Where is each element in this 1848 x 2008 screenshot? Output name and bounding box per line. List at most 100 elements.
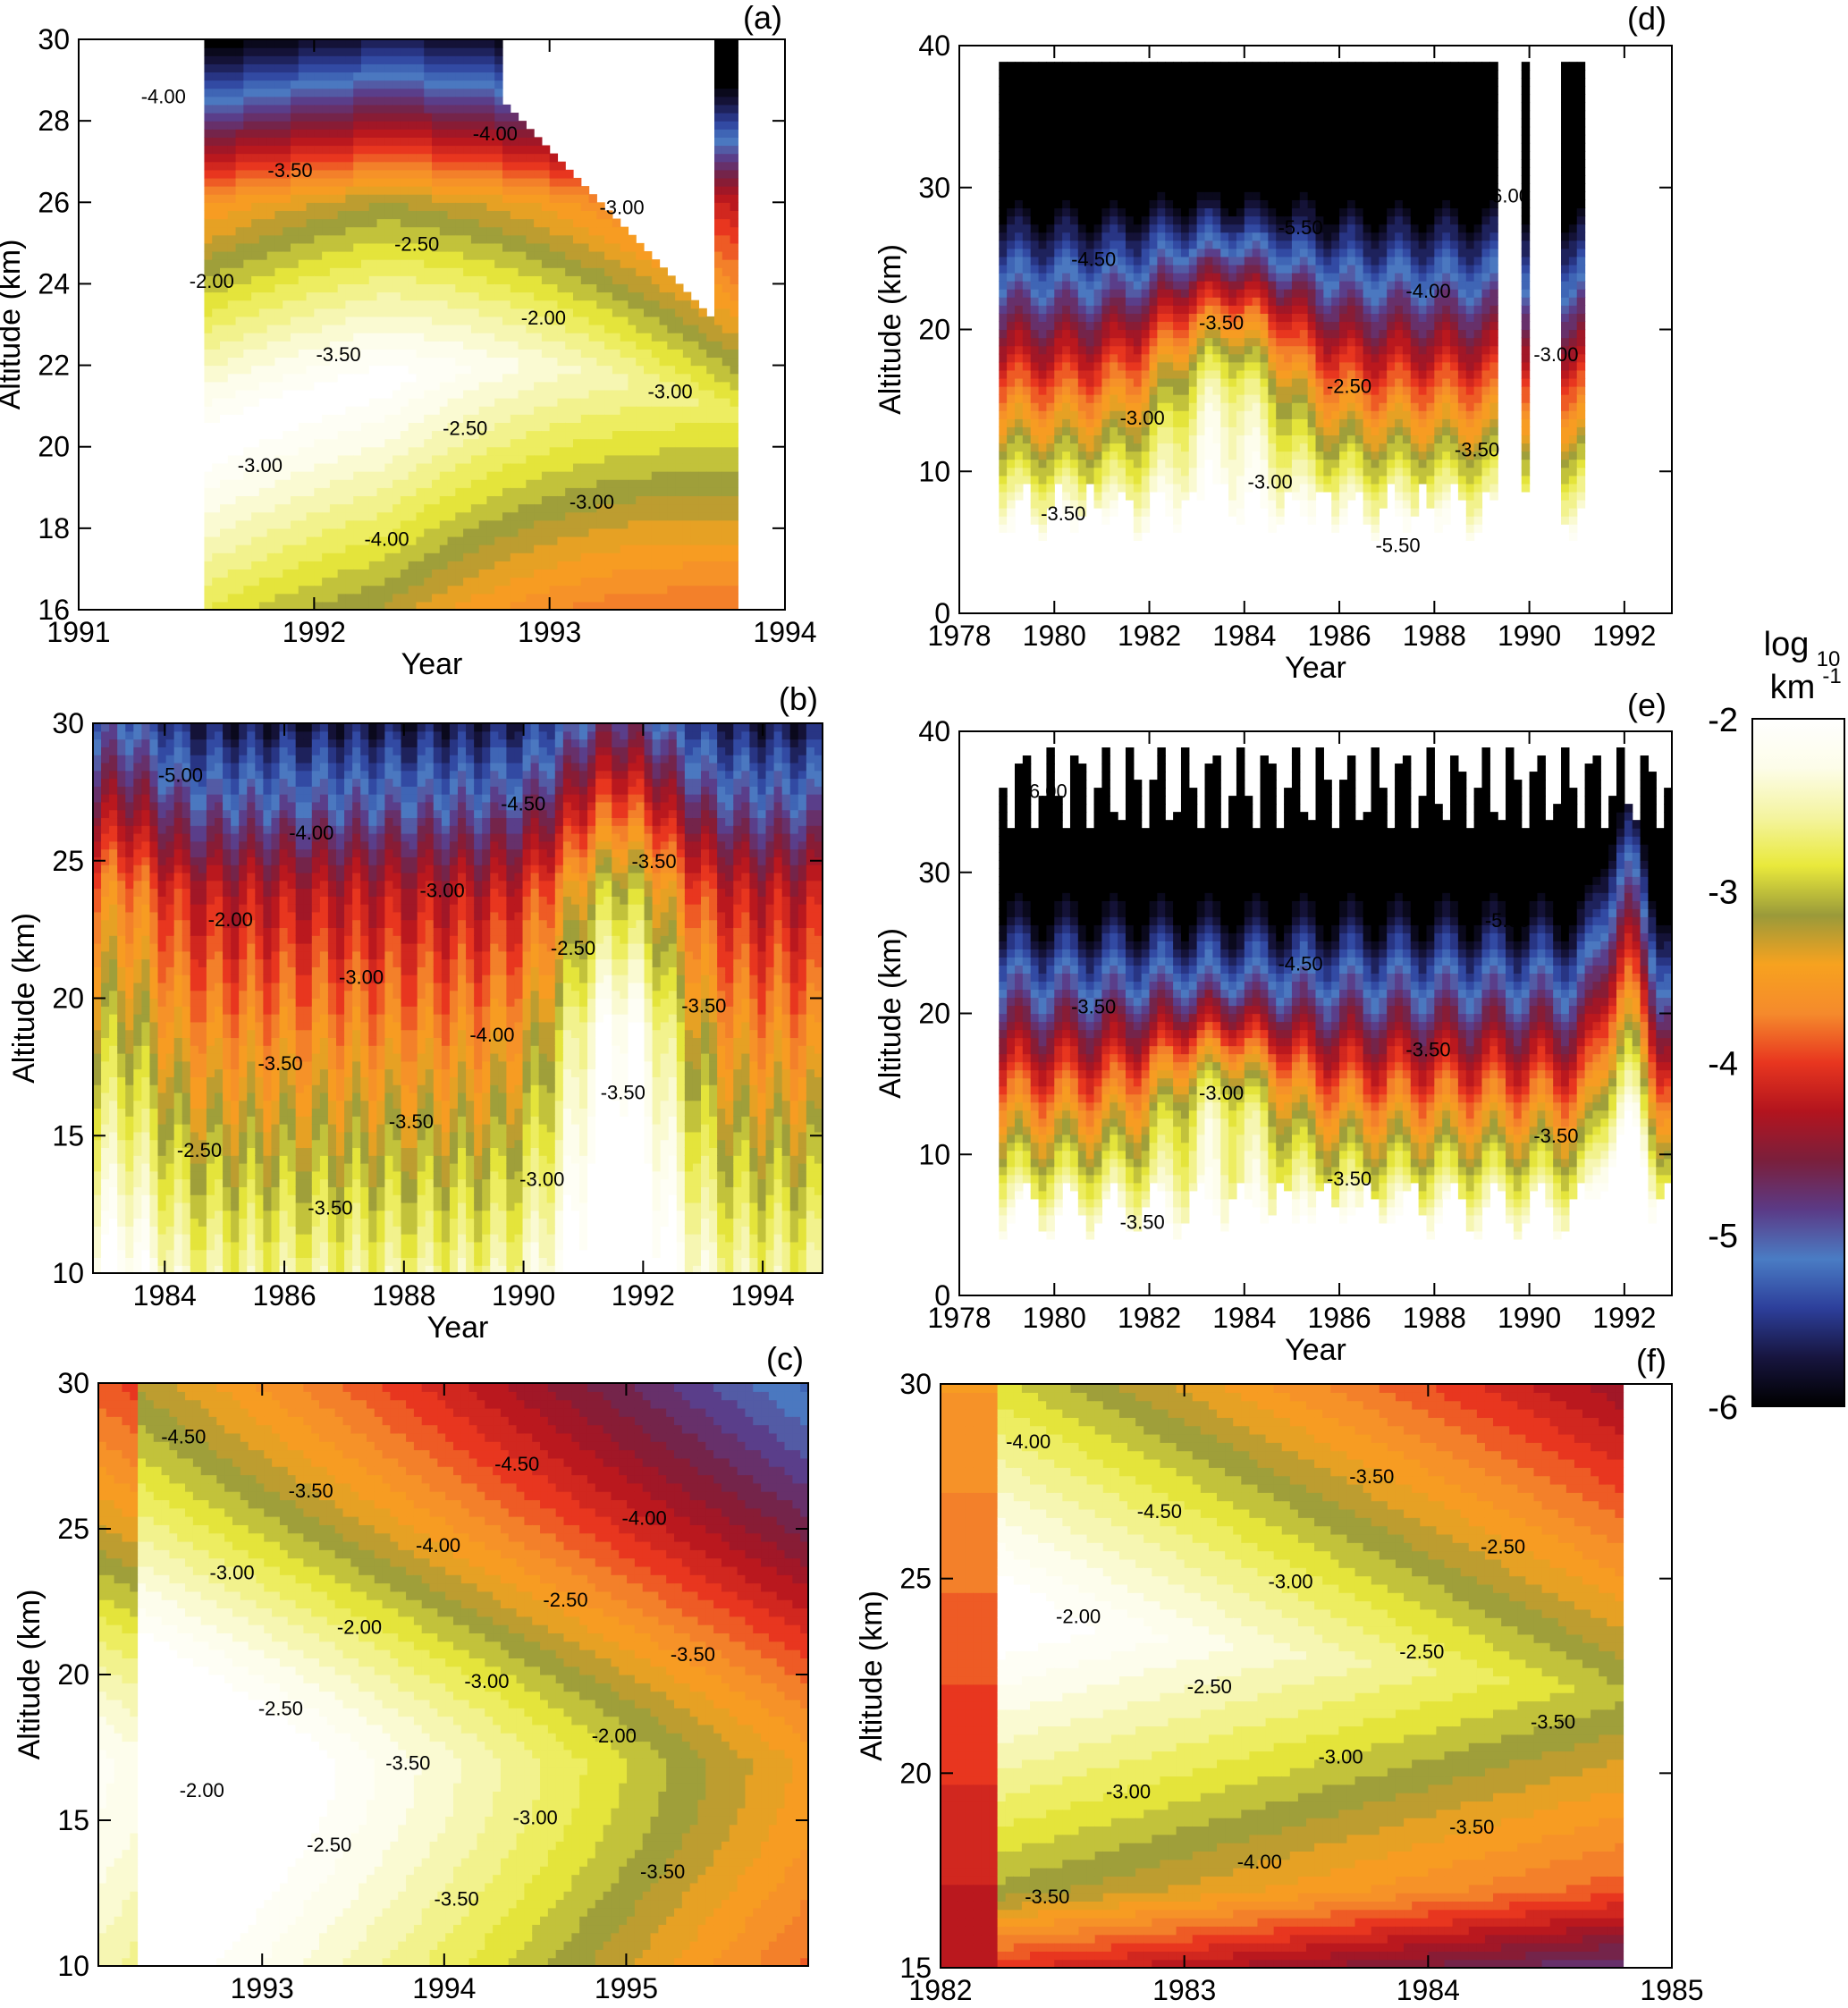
heatmap-cell: [478, 365, 488, 375]
heatmap-cell: [117, 1194, 126, 1203]
heatmap-cell: [526, 527, 535, 537]
heatmap-cell: [376, 577, 385, 586]
heatmap-cell: [117, 880, 126, 890]
heatmap-cell: [204, 267, 213, 276]
heatmap-cell: [714, 569, 723, 578]
heatmap-cell: [682, 544, 692, 553]
heatmap-cell: [337, 454, 347, 464]
heatmap-cell: [322, 511, 331, 521]
heatmap-cell: [149, 1092, 159, 1101]
heatmap-cell: [636, 373, 645, 383]
heatmap-cell: [447, 373, 456, 383]
heatmap-cell: [266, 250, 276, 260]
heatmap-cell: [117, 1076, 126, 1085]
heatmap-cell: [384, 414, 393, 423]
heatmap-cell: [149, 1202, 159, 1211]
heatmap-cell: [361, 169, 370, 179]
heatmap-cell: [463, 373, 472, 383]
heatmap-cell: [478, 593, 488, 603]
heatmap-cell: [368, 194, 378, 203]
heatmap-cell: [361, 553, 370, 561]
heatmap-cell: [416, 398, 425, 407]
heatmap-cell: [392, 553, 401, 561]
heatmap-cell: [392, 39, 401, 48]
heatmap-cell: [557, 234, 566, 244]
heatmap-cell: [424, 446, 433, 456]
heatmap-cell: [173, 1139, 183, 1149]
heatmap-cell: [227, 218, 237, 228]
heatmap-cell: [596, 495, 605, 505]
heatmap-cell: [721, 104, 731, 114]
heatmap-cell: [173, 1053, 183, 1062]
heatmap-cell: [690, 446, 700, 456]
heatmap-cell: [109, 1006, 118, 1015]
heatmap-cell: [730, 487, 738, 496]
heatmap-cell: [549, 186, 559, 195]
heatmap-cell: [439, 129, 449, 138]
heatmap-cell: [455, 365, 464, 375]
heatmap-cell: [149, 1124, 159, 1133]
heatmap-cell: [322, 373, 331, 383]
heatmap-cell: [667, 511, 676, 521]
heatmap-cell: [117, 1092, 126, 1101]
heatmap-cell: [478, 373, 488, 383]
heatmap-cell: [251, 585, 260, 595]
heatmap-cell: [306, 104, 315, 114]
heatmap-cell: [220, 39, 229, 48]
heatmap-cell: [447, 275, 456, 285]
heatmap-cell: [235, 39, 244, 48]
heatmap-cell: [93, 1265, 102, 1273]
heatmap-cell: [165, 1226, 175, 1235]
heatmap-cell: [573, 242, 582, 252]
heatmap-cell: [322, 96, 331, 105]
heatmap-cell: [432, 104, 441, 114]
heatmap-cell: [306, 186, 315, 195]
heatmap-cell: [266, 389, 276, 399]
heatmap-cell: [604, 291, 613, 301]
heatmap-cell: [204, 577, 213, 586]
heatmap-cell: [329, 422, 339, 432]
heatmap-cell: [384, 487, 393, 496]
heatmap-cell: [439, 398, 449, 407]
heatmap-cell: [667, 333, 676, 342]
heatmap-cell: [157, 1014, 167, 1023]
heatmap-cell: [432, 177, 441, 187]
heatmap-cell: [125, 1092, 134, 1101]
heatmap-cell: [612, 577, 621, 586]
heatmap-cell: [510, 487, 519, 496]
heatmap-cell: [659, 561, 668, 570]
heatmap-cell: [690, 381, 700, 391]
heatmap-cell: [243, 250, 252, 260]
heatmap-cell: [455, 242, 464, 252]
heatmap-cell: [541, 161, 551, 171]
heatmap-cell: [243, 454, 252, 464]
heatmap-cell: [93, 786, 102, 795]
heatmap-cell: [173, 935, 183, 944]
heatmap-cell: [306, 226, 315, 236]
heatmap-cell: [588, 234, 597, 244]
heatmap-cell: [400, 398, 409, 407]
heatmap-cell: [628, 601, 637, 610]
heatmap-cell: [494, 113, 503, 122]
heatmap-cell: [274, 503, 283, 513]
heatmap-cell: [337, 406, 347, 415]
heatmap-cell: [604, 422, 613, 432]
heatmap-cell: [730, 129, 738, 138]
heatmap-cell: [455, 511, 464, 521]
heatmap-cell: [165, 730, 175, 740]
heatmap-cell: [651, 283, 661, 293]
heatmap-cell: [235, 357, 244, 367]
heatmap-cell: [376, 438, 385, 448]
heatmap-cell: [604, 569, 613, 578]
heatmap-cell: [235, 536, 244, 545]
heatmap-cell: [682, 479, 692, 488]
heatmap-cell: [580, 316, 590, 325]
heatmap-cell: [101, 1124, 110, 1133]
heatmap-cell: [463, 308, 472, 317]
heatmap-cell: [133, 840, 142, 850]
heatmap-cell: [93, 1202, 102, 1211]
heatmap-cell: [494, 349, 503, 359]
heatmap-cell: [125, 747, 134, 755]
heatmap-cell: [721, 438, 731, 448]
heatmap-cell: [329, 544, 339, 553]
